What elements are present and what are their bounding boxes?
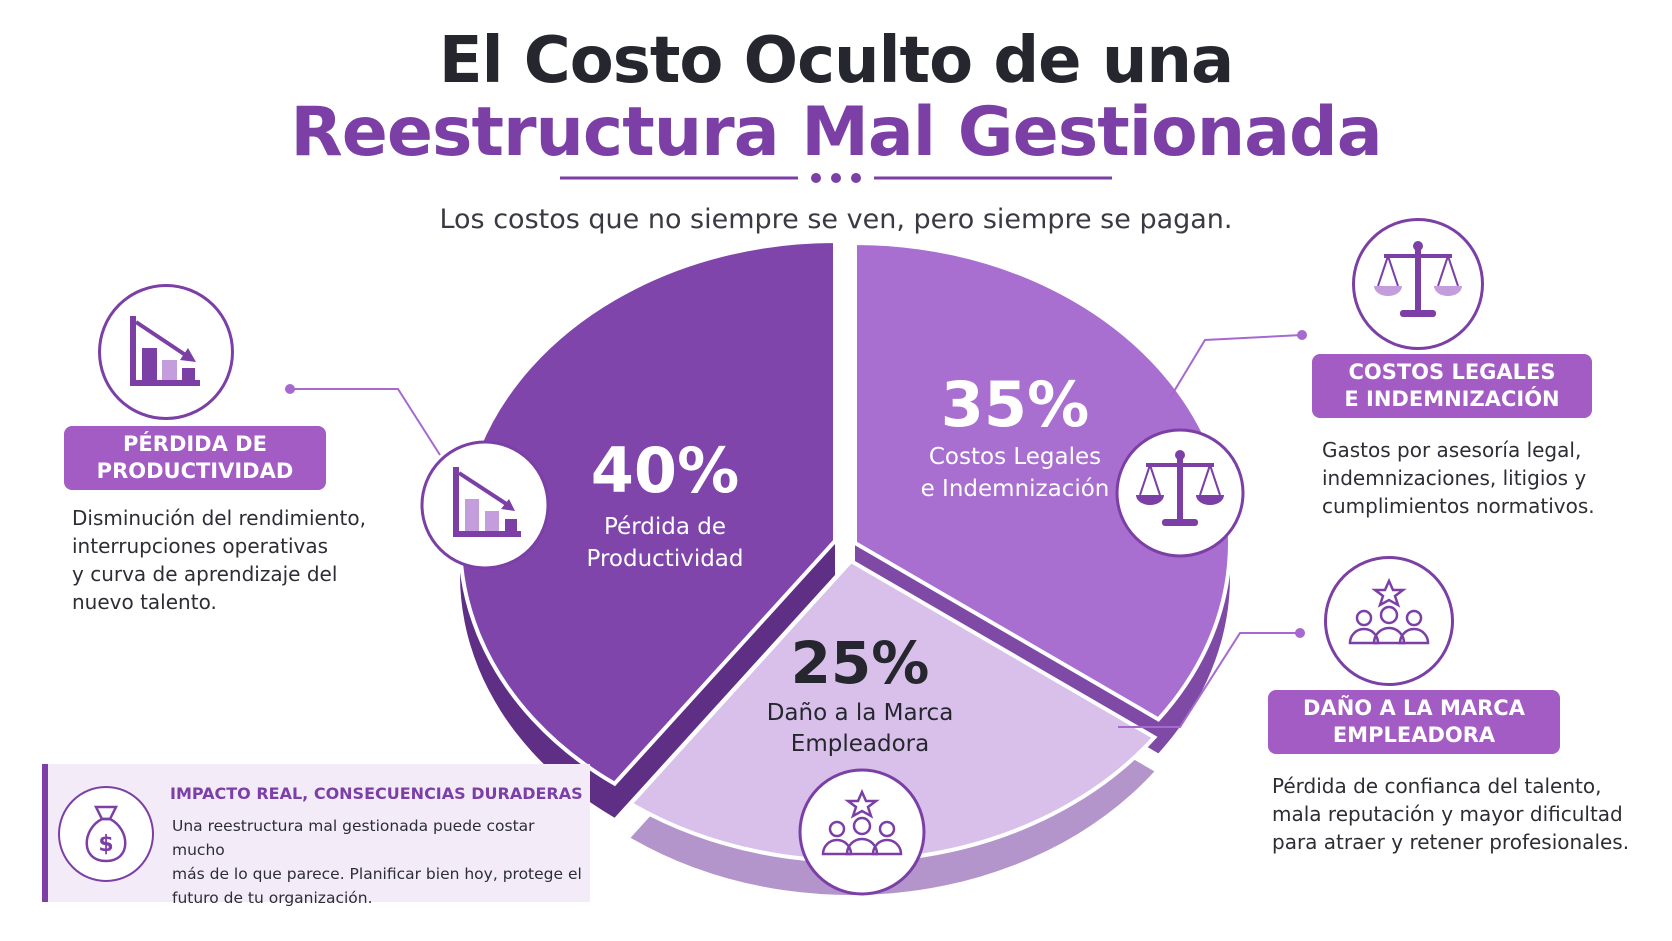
page-title-line1: El Costo Oculto de una bbox=[438, 24, 1234, 98]
desc-line: y curva de aprendizaje del bbox=[72, 562, 338, 586]
connector-productividad bbox=[290, 388, 441, 456]
slice-value-marca: 25% bbox=[791, 629, 930, 697]
impact-text-line: más de lo que parece. Planificar bien ho… bbox=[172, 865, 582, 883]
desc-line: para atraer y retener profesionales. bbox=[1272, 830, 1630, 854]
people-star-icon bbox=[821, 788, 903, 856]
desc-line: nuevo talento. bbox=[72, 590, 217, 614]
bar-chart-down-icon bbox=[453, 467, 521, 537]
connector-legales bbox=[1169, 334, 1303, 399]
callout-desc-legales: Gastos por asesoría legal, indemnizacion… bbox=[1322, 436, 1662, 520]
slice-label-legales-line2: e Indemnización bbox=[921, 476, 1110, 502]
scales-icon bbox=[1136, 450, 1224, 526]
pie-icon-marca bbox=[798, 768, 926, 896]
impact-title: IMPACTO REAL, CONSECUENCIAS DURADERAS bbox=[170, 784, 583, 803]
connector-marca bbox=[1118, 632, 1300, 728]
desc-line: cumplimientos normativos. bbox=[1322, 494, 1595, 518]
desc-line: Gastos por asesoría legal, bbox=[1322, 438, 1582, 462]
slice-label-legales-line1: Costos Legales bbox=[929, 444, 1101, 470]
slice-value-productividad: 40% bbox=[591, 434, 739, 507]
callout-desc-productividad: Disminución del rendimiento, interrupcio… bbox=[72, 504, 392, 616]
impact-text: Una reestructura mal gestionada puede co… bbox=[172, 814, 582, 910]
connector-dot-legales bbox=[1297, 330, 1307, 340]
people-star-icon bbox=[1348, 577, 1430, 645]
callout-label-productividad-line1: PÉRDIDA DE bbox=[123, 432, 267, 456]
connector-lines bbox=[285, 330, 1307, 728]
callout-label-productividad: PÉRDIDA DE PRODUCTIVIDAD bbox=[64, 426, 326, 490]
page-subtitle: Los costos que no siempre se ven, pero s… bbox=[439, 204, 1233, 235]
callout-label-legales: COSTOS LEGALES E INDEMNIZACIÓN bbox=[1312, 354, 1592, 418]
callout-desc-marca: Pérdida de confianca del talento, mala r… bbox=[1272, 772, 1662, 856]
title-divider bbox=[560, 173, 1112, 183]
callout-icon-legales bbox=[1352, 218, 1484, 350]
impact-icon: $ bbox=[58, 786, 154, 882]
bar-chart-down-icon bbox=[130, 316, 200, 386]
callout-icon-marca bbox=[1324, 556, 1454, 686]
desc-line: mala reputación y mayor dificultad bbox=[1272, 802, 1623, 826]
impact-text-line: Una reestructura mal gestionada puede co… bbox=[172, 817, 535, 859]
money-bag-icon: $ bbox=[85, 805, 127, 863]
pie-icon-legales bbox=[1115, 428, 1245, 558]
pie-slice-legales bbox=[853, 240, 1232, 722]
dollar-sign: $ bbox=[98, 832, 113, 857]
impact-text-line: futuro de tu organización. bbox=[172, 889, 373, 907]
slice-label-productividad-line2: Productividad bbox=[586, 546, 743, 572]
pie-icon-productividad bbox=[420, 440, 550, 570]
callout-label-marca-line2: EMPLEADORA bbox=[1332, 723, 1496, 747]
slice-label-productividad-line1: Pérdida de bbox=[604, 514, 726, 540]
connector-dot-marca bbox=[1295, 628, 1305, 638]
callout-label-productividad-line2: PRODUCTIVIDAD bbox=[96, 459, 294, 483]
slice-value-legales: 35% bbox=[941, 368, 1089, 441]
slice-label-marca-line1: Daño a la Marca bbox=[767, 700, 954, 726]
desc-line: interrupciones operativas bbox=[72, 534, 329, 558]
slice-label-marca-line2: Empleadora bbox=[791, 731, 929, 757]
page-title-line2: Reestructura Mal Gestionada bbox=[290, 93, 1382, 172]
connector-dot-productividad bbox=[285, 384, 295, 394]
callout-label-legales-line2: E INDEMNIZACIÓN bbox=[1344, 387, 1560, 411]
desc-line: Disminución del rendimiento, bbox=[72, 506, 366, 530]
desc-line: Pérdida de confianca del talento, bbox=[1272, 774, 1602, 798]
callout-label-marca-line1: DAÑO A LA MARCA bbox=[1303, 696, 1525, 720]
callout-icon-productividad bbox=[98, 284, 234, 420]
callout-label-marca: DAÑO A LA MARCA EMPLEADORA bbox=[1268, 690, 1560, 754]
callout-label-legales-line1: COSTOS LEGALES bbox=[1348, 360, 1556, 384]
desc-line: indemnizaciones, litigios y bbox=[1322, 466, 1587, 490]
scales-icon bbox=[1374, 241, 1462, 317]
